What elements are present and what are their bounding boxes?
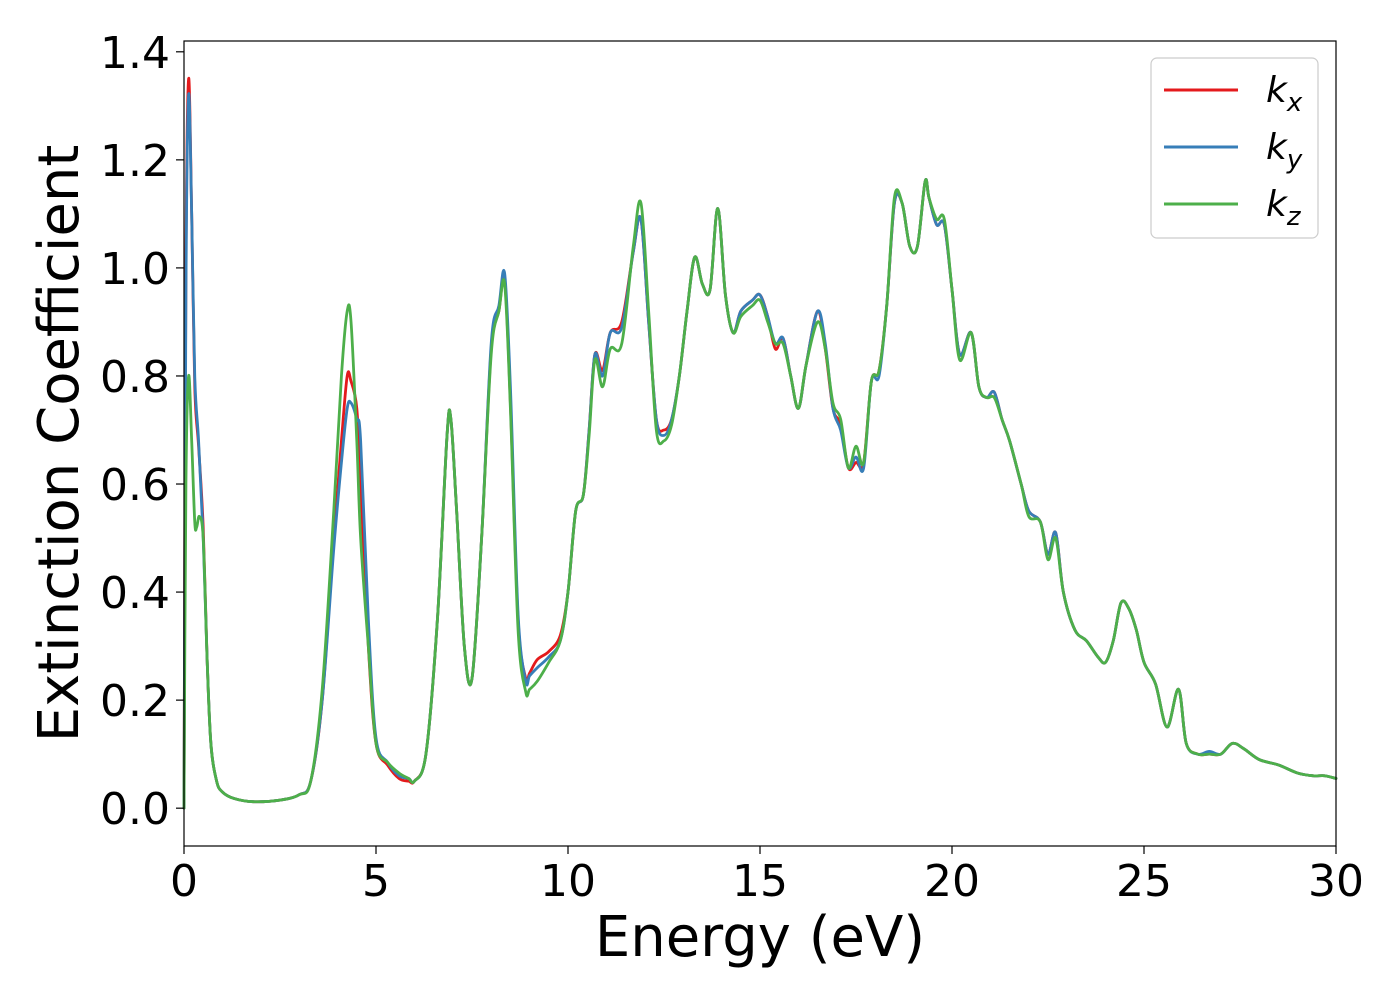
y-axis-ticks: 0.0 0.2 0.4 0.6 0.8 1.0 1.2 1.4 (100, 28, 184, 835)
y-tick-label: 0.6 (100, 460, 170, 511)
x-tick-label: 0 (170, 856, 198, 907)
x-tick-label: 25 (1116, 856, 1172, 907)
x-tick-label: 5 (362, 856, 390, 907)
x-axis-title: Energy (eV) (595, 905, 925, 970)
y-tick-label: 1.2 (100, 136, 170, 187)
plot-lines (182, 77, 1338, 810)
x-tick-label: 10 (540, 856, 596, 907)
series-line-kz (182, 178, 1338, 810)
y-axis-title: Extinction Coefficient (27, 145, 92, 743)
y-tick-label: 0.2 (100, 676, 170, 727)
legend-label-ky: ky (1266, 127, 1303, 175)
x-tick-label: 30 (1308, 856, 1364, 907)
x-tick-label: 20 (924, 856, 980, 907)
x-axis-ticks: 0 5 10 15 20 25 30 (170, 846, 1364, 907)
legend-label-kx: kx (1266, 70, 1303, 118)
y-tick-label: 0.0 (100, 784, 170, 835)
y-tick-label: 0.8 (100, 352, 170, 403)
legend-label-kz: kz (1266, 184, 1302, 232)
x-tick-label: 15 (732, 856, 788, 907)
y-tick-label: 0.4 (100, 568, 170, 619)
legend: kx ky kz (1150, 57, 1319, 239)
y-tick-label: 1.4 (100, 28, 170, 79)
y-tick-label: 1.0 (100, 244, 170, 295)
